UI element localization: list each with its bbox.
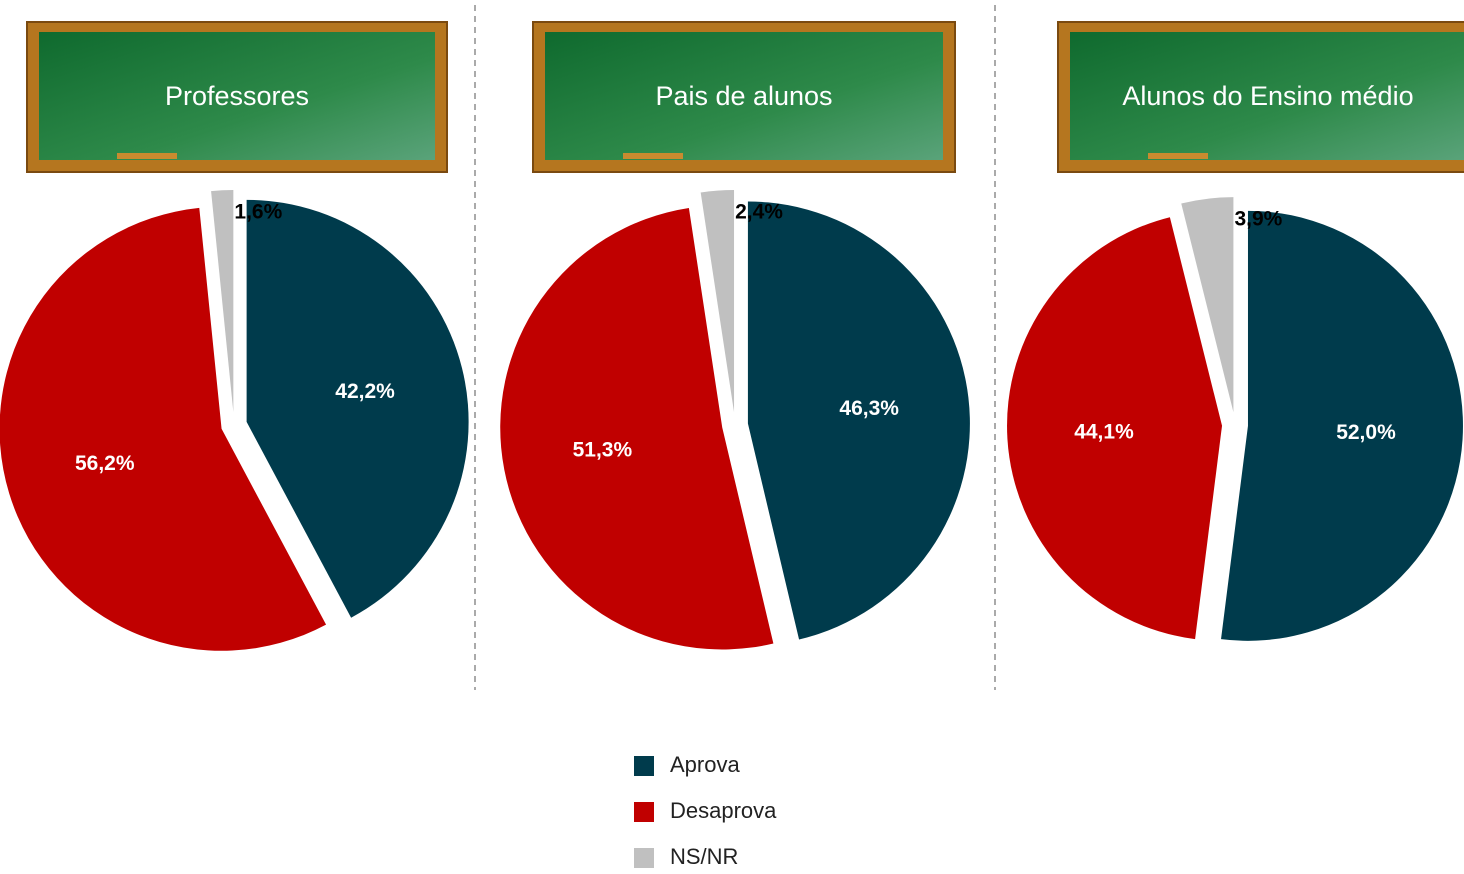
- chalk-tray: [623, 153, 683, 159]
- legend-swatch: [634, 756, 654, 776]
- board: [545, 32, 943, 160]
- data-label: 51,3%: [573, 438, 633, 461]
- pie-slice: [1007, 217, 1223, 640]
- pie-slice: [0, 207, 327, 651]
- pie-title: Alunos do Ensino médio: [1122, 81, 1413, 111]
- data-label: 42,2%: [335, 380, 395, 403]
- pie-slice: [700, 190, 735, 413]
- data-label: 3,9%: [1234, 208, 1282, 231]
- pie-slice: [500, 207, 774, 650]
- pie-slice: [747, 201, 970, 640]
- pie-slice: [211, 190, 234, 413]
- pie-slice: [1181, 197, 1234, 413]
- pie-title: Pais de alunos: [655, 81, 832, 111]
- data-label: 2,4%: [735, 201, 783, 224]
- pie-title: Professores: [165, 81, 309, 111]
- legend-label: NS/NR: [670, 844, 738, 869]
- pie-slice: [246, 199, 469, 618]
- board: [39, 32, 435, 160]
- chalk-tray: [1148, 153, 1208, 159]
- pie-slice: [1221, 210, 1463, 641]
- legend-swatch: [634, 802, 654, 822]
- legend-swatch: [634, 848, 654, 868]
- data-label: 44,1%: [1074, 420, 1134, 443]
- data-label: 52,0%: [1336, 421, 1396, 444]
- board: [1070, 32, 1464, 160]
- chalk-tray: [117, 153, 177, 159]
- data-label: 56,2%: [75, 452, 135, 475]
- data-label: 1,6%: [234, 201, 282, 224]
- legend-label: Aprova: [670, 752, 740, 777]
- legend-label: Desaprova: [670, 798, 777, 823]
- data-label: 46,3%: [839, 397, 899, 420]
